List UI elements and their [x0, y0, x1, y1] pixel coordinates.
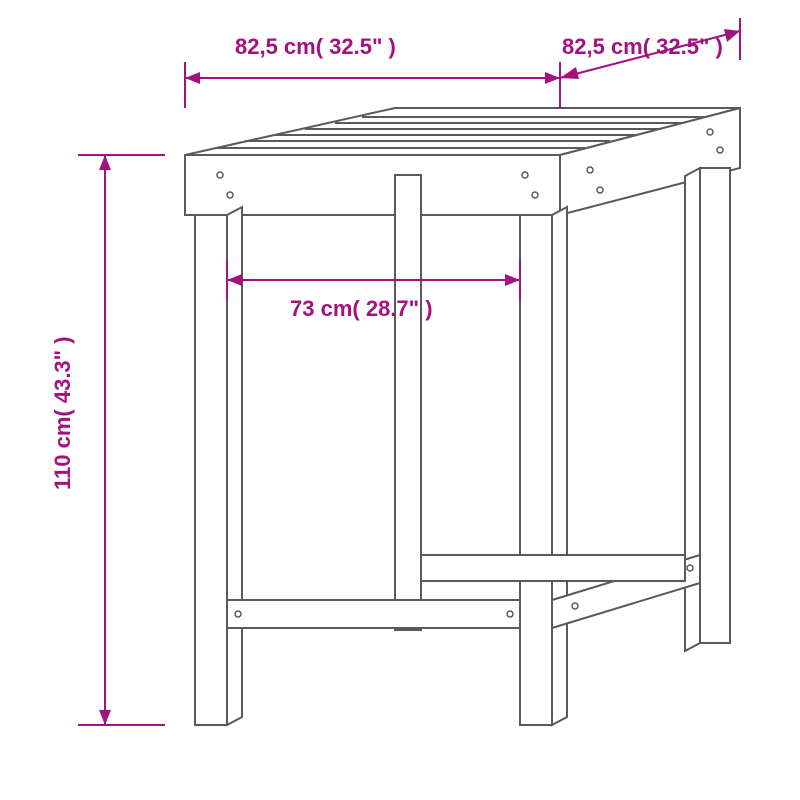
dim-width: 82,5 cm( 32.5" ): [185, 34, 560, 108]
table-drawing: [185, 108, 740, 725]
svg-text:82,5 cm( 32.5" ): 82,5 cm( 32.5" ): [562, 34, 723, 59]
svg-text:110 cm( 43.3" ): 110 cm( 43.3" ): [50, 336, 75, 490]
dim-depth: 82,5 cm( 32.5" ): [560, 18, 740, 79]
dim-width-cm: 82,5 cm: [235, 34, 316, 59]
dim-inner-in: ( 28.7" ): [352, 296, 432, 321]
dimension-diagram: 82,5 cm( 32.5" ) 82,5 cm( 32.5" ) 110 cm…: [0, 0, 800, 800]
dim-height-cm: 110 cm: [50, 417, 75, 490]
dim-height: 110 cm( 43.3" ): [50, 155, 165, 725]
svg-text:82,5 cm( 32.5" ): 82,5 cm( 32.5" ): [235, 34, 396, 59]
dim-inner-width: 73 cm( 28.7" ): [227, 260, 520, 321]
dim-height-in: ( 43.3" ): [50, 336, 75, 416]
dim-width-in: ( 32.5" ): [316, 34, 396, 59]
svg-text:73 cm( 28.7" ): 73 cm( 28.7" ): [290, 296, 433, 321]
dim-depth-in: ( 32.5" ): [643, 34, 723, 59]
dim-depth-cm: 82,5 cm: [562, 34, 643, 59]
dim-inner-cm: 73 cm: [290, 296, 352, 321]
